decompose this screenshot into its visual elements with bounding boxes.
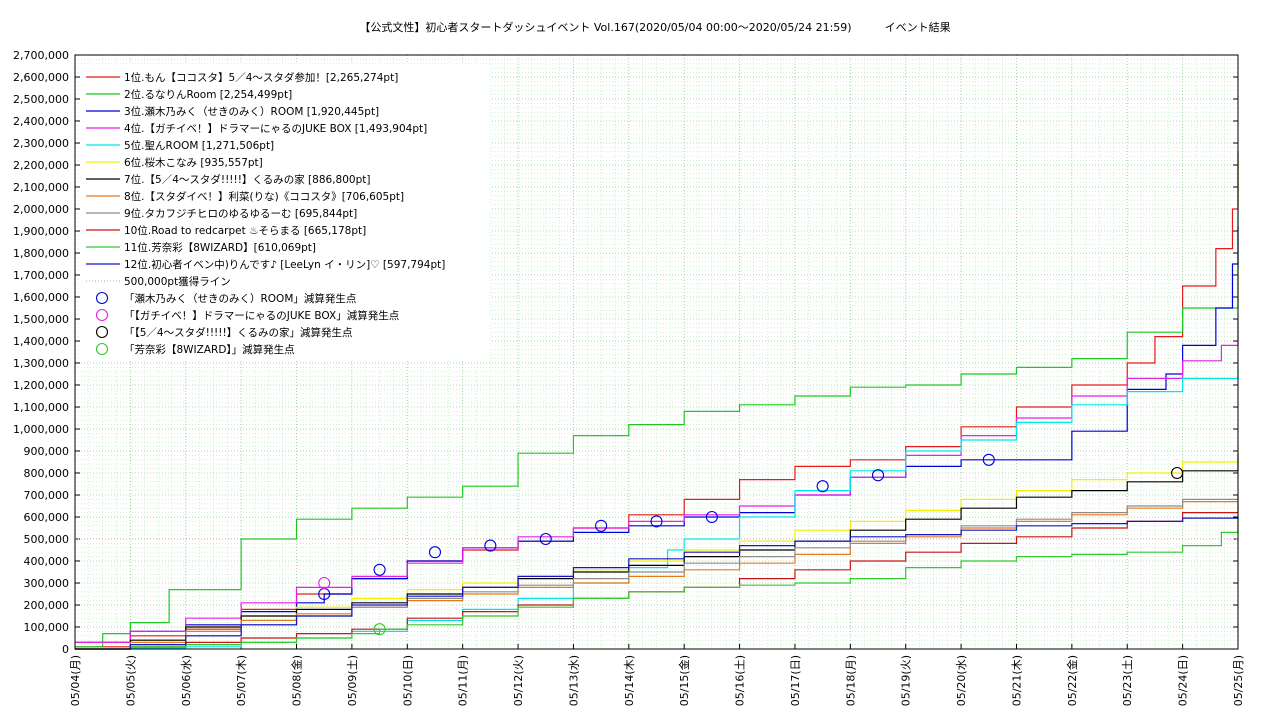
y-tick-label: 1,900,000 bbox=[13, 225, 69, 238]
x-tick-label: 05/19(火) bbox=[900, 655, 913, 706]
legend-label: 「【5／4〜スタダ!!!!!】くるみの家」減算発生点 bbox=[124, 326, 352, 339]
legend-label: 6位.桜木こなみ [935,557pt] bbox=[124, 156, 263, 169]
legend-marker bbox=[95, 325, 109, 339]
y-tick-label: 2,000,000 bbox=[13, 203, 69, 216]
legend-label: 9位.タカフジチヒロのゆるゆるーむ [695,844pt] bbox=[124, 207, 357, 220]
y-tick-label: 300,000 bbox=[24, 577, 70, 590]
legend-label: 「瀬木乃みく（せきのみく）ROOM」減算発生点 bbox=[124, 292, 356, 305]
y-tick-label: 1,300,000 bbox=[13, 357, 69, 370]
y-tick-label: 2,400,000 bbox=[13, 115, 69, 128]
legend-label: 「【ガチイベ！】ドラマーにゃるのJUKE BOX」減算発生点 bbox=[124, 309, 399, 322]
x-tick-label: 05/18(月) bbox=[844, 655, 857, 706]
x-tick-label: 05/10(日) bbox=[401, 655, 414, 706]
x-tick-label: 05/20(水) bbox=[955, 655, 968, 706]
legend-marker bbox=[95, 342, 109, 356]
x-tick-label: 05/21(木) bbox=[1010, 655, 1023, 706]
y-tick-label: 2,100,000 bbox=[13, 181, 69, 194]
series-line-4 bbox=[75, 320, 1239, 643]
marker-point-1 bbox=[982, 453, 995, 466]
y-tick-label: 2,200,000 bbox=[13, 159, 69, 172]
x-tick-label: 05/08(金) bbox=[290, 655, 304, 706]
x-tick-label: 05/25(月) bbox=[1232, 655, 1245, 706]
y-tick-label: 1,200,000 bbox=[13, 379, 69, 392]
y-tick-label: 200,000 bbox=[24, 599, 70, 612]
legend-marker bbox=[95, 308, 109, 322]
series-line-12 bbox=[75, 517, 1239, 650]
y-tick-label: 1,000,000 bbox=[13, 423, 69, 436]
marker-point-1 bbox=[816, 480, 829, 493]
legend-label: 5位.聖んROOM [1,271,506pt] bbox=[124, 139, 274, 152]
legend-label: 500,000pt獲得ライン bbox=[124, 275, 231, 288]
marker-point-3 bbox=[1171, 466, 1184, 480]
x-tick-label: 05/13(水) bbox=[567, 655, 580, 706]
y-tick-label: 1,600,000 bbox=[13, 291, 69, 304]
x-tick-label: 05/05(火) bbox=[124, 655, 137, 706]
y-tick-label: 600,000 bbox=[24, 511, 70, 524]
legend-label: 2位.るなりんRoom [2,254,499pt] bbox=[124, 88, 292, 101]
x-tick-label: 05/15(金) bbox=[677, 655, 691, 706]
y-tick-label: 1,400,000 bbox=[13, 335, 69, 348]
y-tick-label: 1,700,000 bbox=[13, 269, 69, 282]
legend-box bbox=[80, 64, 490, 360]
chart-title: 【公式文性】初心者スタートダッシュイベント Vol.167(2020/05/04… bbox=[359, 21, 951, 34]
plot-frame bbox=[74, 54, 1239, 650]
y-tick-label: 2,300,000 bbox=[13, 137, 69, 150]
legend-label: 「芳奈彩【8WIZARD】」減算発生点 bbox=[124, 343, 295, 356]
y-tick-label: 0 bbox=[62, 643, 69, 656]
x-tick-label: 05/12(火) bbox=[512, 655, 525, 706]
series-line-11 bbox=[75, 514, 1239, 650]
marker-point-4 bbox=[373, 623, 386, 636]
x-tick-label: 05/09(土) bbox=[346, 655, 359, 706]
legend-label: 8位.【スタダイベ！】利菜(りな)《ココスタ》[706,605pt] bbox=[124, 190, 404, 203]
marker-point-1 bbox=[539, 532, 552, 546]
legend-label: 4位.【ガチイベ！】ドラマーにゃるのJUKE BOX [1,493,904pt] bbox=[124, 122, 427, 135]
x-tick-label: 05/23(土) bbox=[1121, 655, 1134, 706]
y-tick-label: 400,000 bbox=[24, 555, 70, 568]
legend-label: 11位.芳奈彩【8WIZARD】[610,069pt] bbox=[124, 241, 316, 254]
y-tick-label: 700,000 bbox=[24, 489, 70, 502]
marker-point-1 bbox=[595, 519, 608, 532]
legend-label: 3位.瀬木乃みく（せきのみく）ROOM [1,920,445pt] bbox=[124, 105, 379, 118]
x-tick-label: 05/22(金) bbox=[1065, 655, 1079, 706]
x-tick-label: 05/07(木) bbox=[235, 655, 248, 706]
series-line-3 bbox=[75, 226, 1239, 643]
legend-label: 10位.Road to redcarpet ♨そらまる [665,178pt] bbox=[124, 224, 366, 237]
x-tick-label: 05/06(水) bbox=[180, 655, 193, 706]
y-tick-label: 900,000 bbox=[24, 445, 70, 458]
legend-label: 1位.もん【ココスタ】5／4〜スタダ参加！[2,265,274pt] bbox=[124, 71, 398, 84]
x-tick-label: 05/16(土) bbox=[734, 655, 747, 706]
x-tick-label: 05/04(月) bbox=[69, 655, 82, 706]
x-tick-label: 05/14(木) bbox=[623, 655, 636, 706]
marker-point-2 bbox=[318, 576, 331, 590]
marker-point-1 bbox=[705, 510, 718, 524]
marker-point-1 bbox=[871, 469, 885, 482]
y-tick-label: 1,500,000 bbox=[13, 313, 69, 326]
y-tick-label: 2,500,000 bbox=[13, 93, 69, 106]
x-tick-label: 05/11(月) bbox=[457, 655, 470, 706]
marker-point-1 bbox=[484, 539, 497, 552]
y-tick-label: 100,000 bbox=[24, 621, 70, 634]
marker-point-1 bbox=[650, 515, 663, 528]
legend-marker bbox=[95, 291, 109, 305]
series-line-2 bbox=[75, 153, 1239, 648]
y-tick-label: 1,800,000 bbox=[13, 247, 69, 260]
legend-label: 12位.初心者イベン中)りんです♪ [LeeLyn イ・リン]♡ [597,79… bbox=[124, 258, 445, 271]
y-tick-label: 1,100,000 bbox=[13, 401, 69, 414]
y-tick-label: 2,700,000 bbox=[13, 49, 69, 62]
x-tick-label: 05/24(日) bbox=[1177, 655, 1190, 706]
y-tick-label: 800,000 bbox=[24, 467, 70, 480]
x-tick-label: 05/17(日) bbox=[789, 655, 802, 706]
y-tick-label: 2,600,000 bbox=[13, 71, 69, 84]
y-tick-label: 500,000 bbox=[24, 533, 70, 546]
marker-point-1 bbox=[373, 563, 386, 576]
legend-label: 7位.【5／4〜スタダ!!!!!】くるみの家 [886,800pt] bbox=[124, 173, 370, 186]
marker-point-1 bbox=[428, 546, 442, 559]
